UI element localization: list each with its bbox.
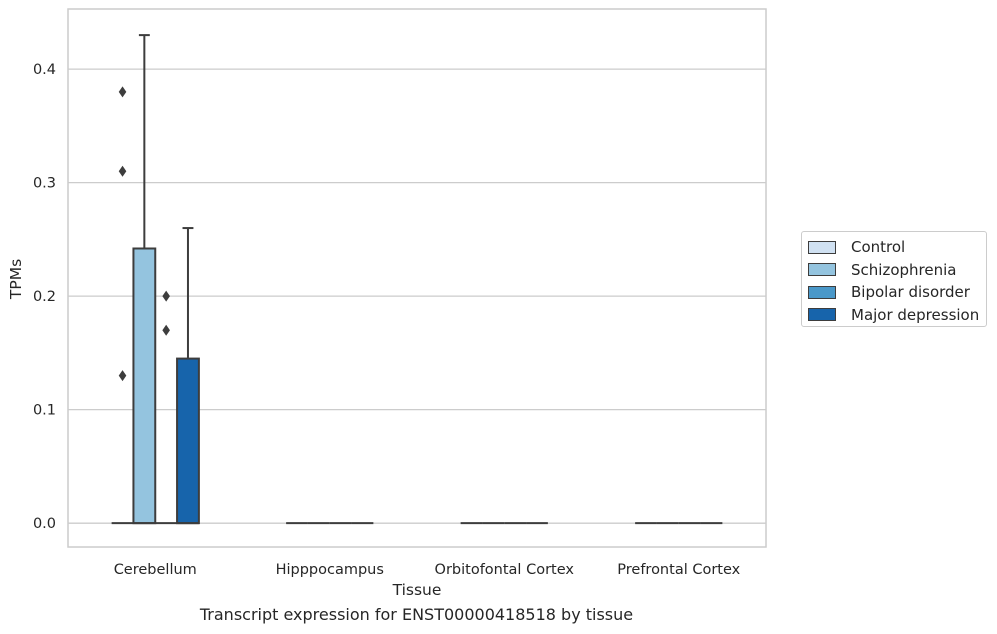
x-tick-label: Cerebellum — [114, 562, 197, 578]
legend-item-control: Control — [808, 236, 986, 259]
x-tick-labels: Cerebellum Hipppocampus Orbitofontal Corte… — [114, 562, 741, 578]
outlier-point-bipolar-disorder — [162, 324, 170, 336]
legend-label-schizophrenia: Schizophrenia — [851, 260, 957, 279]
x-tick-label: Orbitofontal Cortex — [435, 562, 575, 578]
outlier-point-bipolar-disorder — [162, 290, 170, 302]
legend-swatch-major-depression — [808, 308, 836, 322]
x-tick-label: Hipppocampus — [276, 562, 384, 578]
legend-label-bipolar-disorder: Bipolar disorder — [851, 283, 970, 302]
legend-item-major-depression: Major depression — [808, 304, 986, 327]
box-group-bipolar-disorder — [155, 290, 178, 525]
box-major-depression — [176, 357, 200, 525]
plot-frame — [67, 8, 767, 548]
legend-label-control: Control — [851, 238, 906, 257]
gridlines — [68, 68, 766, 524]
legend-swatch-schizophrenia — [808, 263, 836, 277]
box-group-schizophrenia — [132, 34, 157, 525]
legend-item-bipolar-disorder: Bipolar disorder — [808, 281, 986, 304]
y-tick-label: 0.0 — [33, 516, 56, 532]
y-axis-title: TPMs — [7, 259, 25, 300]
box-schizophrenia — [132, 247, 157, 525]
chart-caption: Transcript expression for ENST0000041851… — [199, 605, 634, 624]
x-tick-label: Prefrontal Cortex — [617, 562, 740, 578]
box-group-control — [111, 86, 134, 525]
legend-swatch-control — [808, 240, 836, 254]
legend-label-major-depression: Major depression — [851, 305, 980, 324]
y-tick-label: 0.3 — [33, 176, 56, 192]
y-tick-label: 0.2 — [33, 289, 56, 305]
y-tick-labels: 0.0 0.1 0.2 0.3 0.4 — [33, 62, 56, 532]
y-tick-label: 0.4 — [33, 62, 56, 78]
y-tick-label: 0.1 — [33, 403, 56, 419]
x-axis-title: Tissue — [392, 581, 442, 599]
legend-item-schizophrenia: Schizophrenia — [808, 259, 986, 282]
legend-swatch-bipolar-disorder — [808, 285, 836, 299]
outlier-point-control — [118, 86, 127, 98]
box-group-major-depression — [176, 227, 200, 525]
outlier-point-control — [118, 165, 127, 177]
legend: Control Schizophrenia Bipolar disorder M… — [801, 231, 987, 327]
plot-marks — [111, 34, 723, 525]
outlier-point-control — [118, 370, 127, 382]
